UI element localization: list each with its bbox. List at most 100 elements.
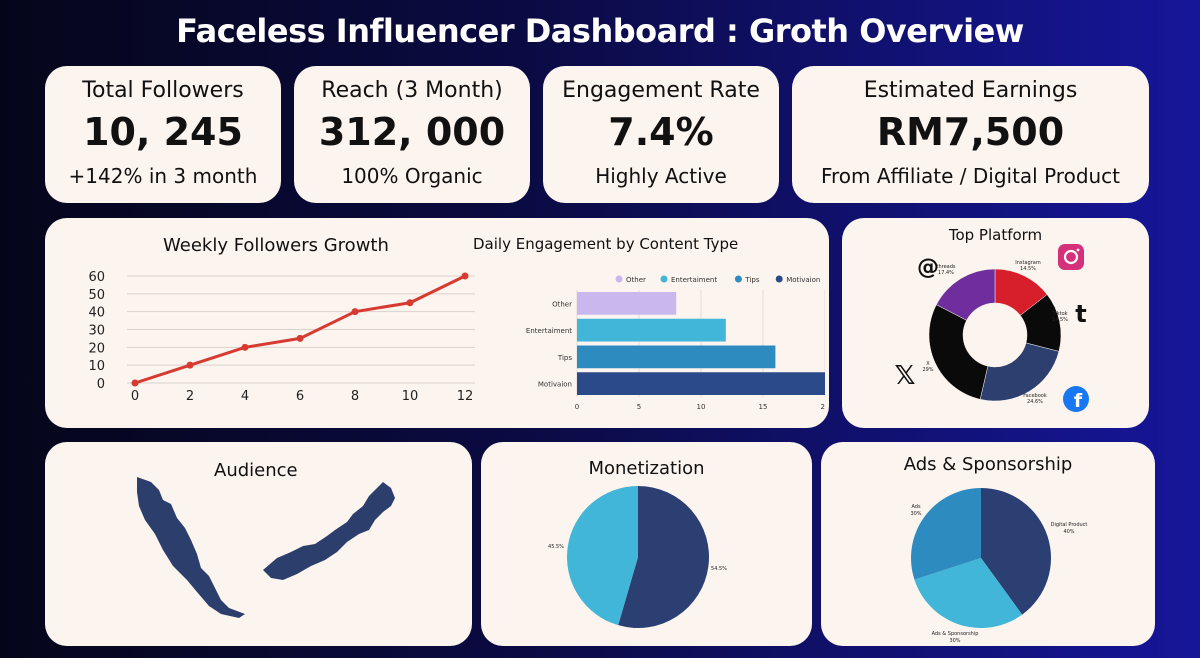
slice-value-label: 30% [949,638,960,644]
legend-label: Other [626,276,646,284]
ads-sponsorship-card: Ads & Sponsorship Digital Product 40% Ads … [821,442,1155,646]
x-tick-label: 8 [351,389,359,404]
kpi-card-followers: Total Followers 10, 245 +142% in 3 month [45,66,281,203]
x-tick-label: 5 [637,403,641,411]
y-tick-label: 60 [88,270,105,285]
y-tick-label: 50 [88,288,105,303]
x-tick-label: 15 [759,403,768,411]
x-icon: 𝕏 [895,361,916,391]
instagram-icon-dot [1076,248,1080,252]
slice-value-label: 14.5% [1052,317,1068,323]
facebook-icon: f [1063,386,1089,412]
bar-chart-title: Daily Engagement by Content Type [473,235,739,253]
pie-slice [981,488,1051,615]
instagram-icon [1058,244,1084,270]
kpi-value: 7.4% [608,110,714,154]
kpi-card-engagement: Engagement Rate 7.4% Highly Active [543,66,779,203]
monetization-pie-chart: 54.5% 45.5% [548,486,727,628]
data-point [131,379,139,387]
x-tick-label: 6 [296,389,304,404]
kpi-label: Engagement Rate [562,78,760,103]
data-point [186,361,194,369]
tiktok-icon: t [1075,300,1086,328]
kpi-sub: +142% in 3 month [68,164,258,188]
category-label: Tips [557,354,572,362]
slice-name-label: X [926,361,930,367]
top-platform-title: Top Platform [948,226,1043,244]
line-chart: 0 10 20 30 40 50 60 0 2 4 6 8 10 12 [88,270,475,404]
data-point [406,299,414,307]
x-tick-label: 20 [821,403,825,411]
data-point [351,308,359,316]
data-point [461,272,469,280]
facebook-icon-circle [1063,386,1089,412]
slice-value-label: 14.5% [1020,266,1036,272]
kpi-label: Total Followers [82,78,244,103]
pie-slice [618,486,710,628]
slice-value-label: 24.6% [1027,399,1043,405]
x-tick-label: 12 [457,389,474,404]
instagram-icon-lens [1063,249,1079,265]
borneo-malaysia-shape [263,482,395,580]
ads-title: Ads & Sponsorship [903,454,1073,475]
y-tick-label: 20 [88,341,105,356]
y-tick-label: 30 [88,324,105,339]
x-tick-label: 10 [402,389,419,404]
line-chart-title: Weekly Followers Growth [163,235,389,256]
x-tick-label: 10 [697,403,706,411]
bar [577,345,776,369]
legend-label: Motivaion [786,276,820,284]
growth-engagement-card: Weekly Followers Growth 0 10 20 30 40 50 60 0 2 4… [45,218,829,428]
donut-slice [979,342,1060,402]
legend-swatch [734,275,742,283]
slice-name-label: Ads [911,504,921,510]
slice-value-label: 29% [922,367,933,373]
legend-label: Entertaiment [671,276,717,284]
slice-name-label: threads [937,264,956,270]
kpi-label: Reach (3 Month) [321,78,503,103]
slice-value-label: 30% [910,511,921,517]
legend-swatch [615,275,623,283]
kpi-value: 312, 000 [318,110,506,154]
kpi-card-reach: Reach (3 Month) 312, 000 100% Organic [294,66,530,203]
x-tick-label: 0 [575,403,579,411]
kpi-card-earnings: Estimated Earnings RM7,500 From Affiliat… [792,66,1149,203]
facebook-icon-letter: f [1074,390,1083,412]
legend-swatch [775,275,783,283]
monetization-title: Monetization [588,458,705,479]
donut-slice [928,304,989,400]
slice-value-label: 17.4% [938,270,954,276]
y-tick-label: 40 [88,306,105,321]
data-point [296,334,304,342]
bar [577,318,726,342]
threads-icon: @ [917,255,939,280]
y-tick-label: 10 [88,359,105,374]
slice-value-label: 40% [1063,529,1074,535]
legend-swatch [660,275,668,283]
dashboard-title: Faceless Influencer Dashboard : Groth Ov… [176,12,1024,50]
kpi-value: RM7,500 [876,110,1065,154]
kpi-sub: From Affiliate / Digital Product [820,164,1121,188]
slice-name-label: Facebook [1023,393,1047,399]
y-tick-label: 0 [97,377,105,392]
x-tick-label: 4 [241,389,249,404]
data-point [241,343,249,351]
instagram-icon-body [1058,244,1084,270]
x-tick-label: 2 [186,389,194,404]
audience-title: Audience [214,460,298,481]
kpi-value: 10, 245 [83,110,243,154]
slice-value-label: 54.5% [711,566,727,572]
category-label: Other [552,300,572,308]
pie-slice [911,488,981,580]
pie-slice [567,486,638,626]
kpi-label: Estimated Earnings [863,78,1078,103]
monetization-card: Monetization 54.5% 45.5% [481,442,812,646]
malaysia-map [137,477,395,618]
x-tick-label: 0 [131,389,139,404]
slice-name-label: Tiktok [1051,311,1067,317]
kpi-sub: 100% Organic [341,164,483,188]
slice-name-label: Instagram [1015,260,1041,266]
kpi-sub: Highly Active [595,164,727,188]
category-label: Motivaion [538,381,572,389]
